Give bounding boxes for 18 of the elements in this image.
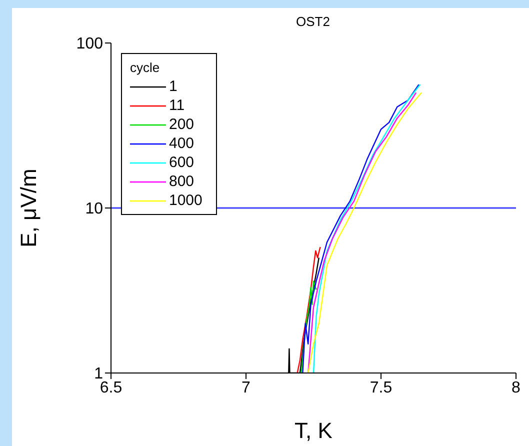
legend-label: 800 (169, 173, 194, 190)
x-tick-label: 8 (512, 379, 521, 396)
legend-label: 11 (169, 97, 185, 114)
legend-label: 1000 (169, 192, 202, 209)
y-axis-title: E, μV/m (16, 168, 41, 248)
chart-title: OST2 (296, 14, 330, 29)
x-tick-label: 7 (242, 379, 251, 396)
legend-label: 600 (169, 154, 194, 171)
y-tick-label: 10 (85, 200, 104, 218)
line-series (296, 246, 321, 373)
x-axis-title: T, K (294, 418, 333, 443)
legend-label: 400 (169, 135, 194, 152)
legend-label: 200 (169, 116, 194, 133)
y-tick-label: 100 (76, 36, 104, 53)
legend-title: cycle (130, 60, 161, 75)
x-tick-label: 7.5 (370, 379, 392, 396)
line-series (300, 280, 317, 373)
legend-label: 1 (169, 78, 178, 95)
